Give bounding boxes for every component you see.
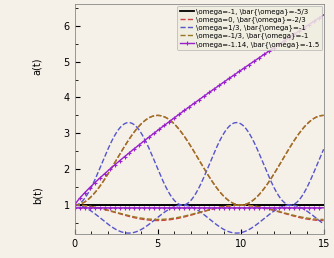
\omega=1/3, \bar{\omega}=-1: [314, 166, 318, 169]
Legend: \omega=-1, \bar{\omega}=-5/3, \omega=0, \bar{\omega}=-2/3, \omega=1/3, \bar{\ome: \omega=-1, \bar{\omega}=-5/3, \omega=0, …: [177, 6, 322, 50]
\omega=1/3, \bar{\omega}=-1: [73, 204, 77, 207]
\omega=-1, \bar{\omega}=-5/3: [254, 204, 258, 207]
Line: \omega=-1/3, \bar{\omega}=-1: \omega=-1/3, \bar{\omega}=-1: [75, 115, 324, 205]
\omega=-1.14, \bar{\omega}=-1.5: [179, 111, 183, 114]
\omega=-1/3, \bar{\omega}=-1: [156, 114, 160, 117]
\omega=1/3, \bar{\omega}=-1: [179, 204, 183, 207]
\omega=-1/3, \bar{\omega}=-1: [322, 114, 326, 117]
\omega=1/3, \bar{\omega}=-1: [322, 148, 326, 151]
\omega=0, \bar{\omega}=-2/3: [314, 116, 318, 119]
\omega=-1, \bar{\omega}=-5/3: [179, 204, 183, 207]
\omega=0, \bar{\omega}=-2/3: [191, 148, 195, 151]
\omega=-1.14, \bar{\omega}=-1.5: [314, 18, 318, 21]
\omega=0, \bar{\omega}=-2/3: [322, 114, 326, 117]
\omega=1/3, \bar{\omega}=-1: [234, 121, 238, 124]
\omega=-1.14, \bar{\omega}=-1.5: [73, 204, 77, 207]
\omega=1/3, \bar{\omega}=-1: [302, 192, 306, 195]
\omega=-1/3, \bar{\omega}=-1: [73, 204, 77, 207]
\omega=1/3, \bar{\omega}=-1: [191, 196, 195, 199]
\omega=0, \bar{\omega}=-2/3: [254, 197, 258, 200]
\omega=-1, \bar{\omega}=-5/3: [314, 204, 318, 207]
\omega=0, \bar{\omega}=-2/3: [302, 126, 306, 129]
\omega=1/3, \bar{\omega}=-1: [254, 144, 258, 147]
Line: \omega=1/3, \bar{\omega}=-1: \omega=1/3, \bar{\omega}=-1: [75, 123, 324, 205]
\omega=-1/3, \bar{\omega}=-1: [179, 131, 183, 134]
\omega=0, \bar{\omega}=-2/3: [179, 131, 183, 134]
Line: \omega=0, \bar{\omega}=-2/3: \omega=0, \bar{\omega}=-2/3: [75, 115, 324, 205]
\omega=-1.14, \bar{\omega}=-1.5: [254, 59, 258, 62]
\omega=-1/3, \bar{\omega}=-1: [177, 128, 181, 131]
\omega=0, \bar{\omega}=-2/3: [73, 204, 77, 207]
\omega=-1.14, \bar{\omega}=-1.5: [322, 13, 326, 17]
\omega=-1.14, \bar{\omega}=-1.5: [191, 102, 195, 106]
Line: \omega=-1.14, \bar{\omega}=-1.5: \omega=-1.14, \bar{\omega}=-1.5: [72, 12, 326, 207]
\omega=1/3, \bar{\omega}=-1: [177, 203, 181, 206]
\omega=-1/3, \bar{\omega}=-1: [302, 126, 306, 129]
\omega=-1, \bar{\omega}=-5/3: [302, 204, 306, 207]
\omega=-1.14, \bar{\omega}=-1.5: [302, 27, 306, 30]
\omega=-1/3, \bar{\omega}=-1: [191, 148, 195, 151]
\omega=-1/3, \bar{\omega}=-1: [254, 197, 258, 200]
\omega=-1, \bar{\omega}=-5/3: [191, 204, 195, 207]
\omega=-1, \bar{\omega}=-5/3: [177, 204, 181, 207]
\omega=-1, \bar{\omega}=-5/3: [322, 204, 326, 207]
\omega=0, \bar{\omega}=-2/3: [156, 114, 160, 117]
\omega=0, \bar{\omega}=-2/3: [177, 128, 181, 131]
\omega=-1.14, \bar{\omega}=-1.5: [177, 112, 181, 116]
Text: a(t): a(t): [32, 58, 42, 75]
\omega=-1/3, \bar{\omega}=-1: [314, 116, 318, 119]
Text: b(t): b(t): [32, 186, 42, 204]
\omega=-1, \bar{\omega}=-5/3: [73, 204, 77, 207]
